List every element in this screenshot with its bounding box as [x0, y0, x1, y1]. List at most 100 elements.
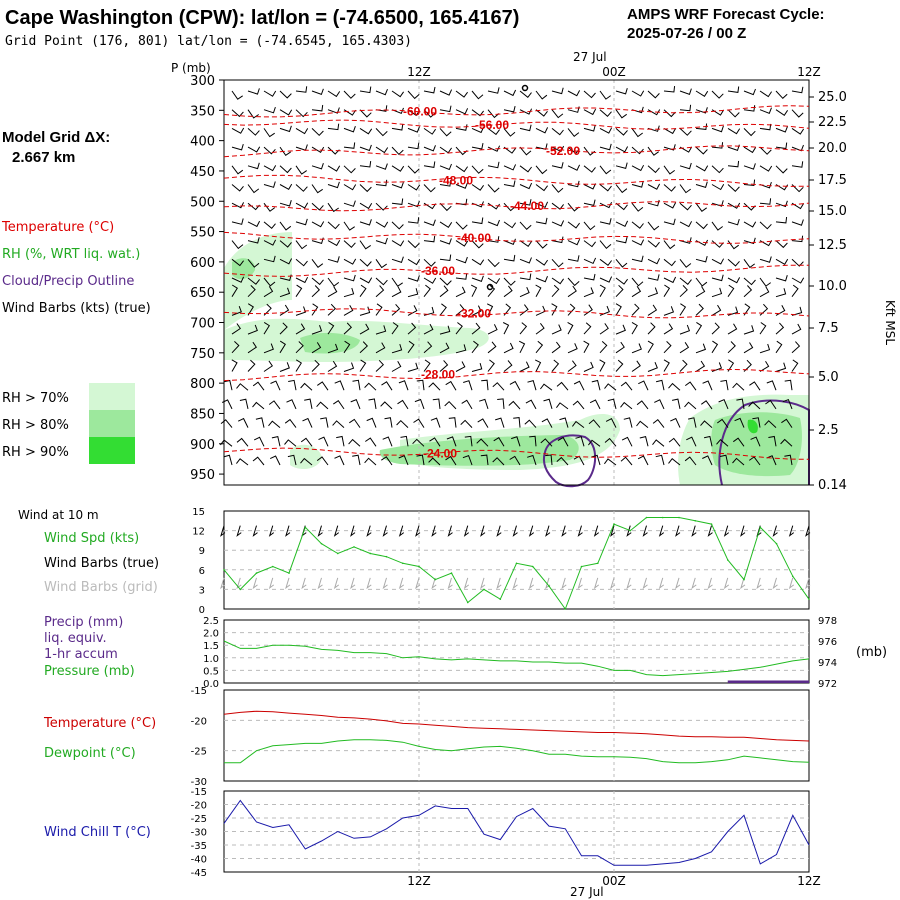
wind-barb — [239, 398, 249, 410]
wind-barb — [311, 146, 325, 153]
surface-wind-barb — [268, 525, 275, 537]
wind-barb — [727, 218, 740, 226]
surface-grid-barb — [805, 577, 811, 590]
wind-barb — [750, 436, 761, 447]
surface-wind-barb — [350, 525, 356, 537]
wind-barb — [477, 418, 489, 428]
wind-barb — [391, 221, 404, 230]
wind-barb — [631, 181, 644, 188]
wind-barb — [631, 360, 641, 372]
wind-barb — [679, 104, 692, 112]
wind-tick-label: 15 — [192, 507, 205, 518]
forecast-cycle: 2025-07-26 / 00 Z — [627, 25, 746, 42]
wind-barb — [439, 128, 452, 137]
wind-barb — [679, 359, 688, 372]
wind-barb — [311, 259, 324, 268]
pressure-tick-label: 500 — [190, 195, 215, 210]
wind-barb — [511, 436, 521, 447]
label-liq-equiv: liq. equiv. — [44, 631, 107, 646]
wind-barb — [236, 458, 249, 466]
wind-barb — [359, 341, 369, 354]
surface-grid-barb — [788, 577, 795, 590]
wind-barb — [311, 237, 324, 245]
wind-barb — [295, 86, 308, 93]
wind-barb — [352, 379, 361, 391]
wind-barb — [759, 343, 771, 354]
wind-barb — [471, 165, 484, 174]
wind-barb — [407, 305, 418, 316]
wind-barb — [743, 237, 756, 245]
wind-barb — [343, 287, 355, 298]
wind-barb — [535, 90, 548, 100]
wind-barb — [759, 277, 771, 287]
surface-grid-barb — [317, 577, 323, 590]
wind-barb — [652, 418, 665, 428]
wind-barb — [359, 86, 372, 94]
wind-barb — [237, 417, 249, 428]
wind-barb — [444, 400, 457, 410]
wind-speed-point — [775, 542, 778, 545]
wind-barb — [711, 142, 724, 149]
wind-barb — [615, 284, 624, 298]
precip-tick-label: 0.5 — [203, 666, 219, 677]
wind-speed-point — [726, 559, 729, 561]
wind-barb — [455, 286, 466, 298]
surface-grid-barb — [658, 577, 665, 590]
isotherm-label: -52.00 — [546, 144, 580, 158]
wind-barb — [343, 221, 355, 231]
wind-barb — [631, 202, 644, 212]
wind-barb — [461, 399, 473, 410]
wind-speed-point — [369, 552, 372, 555]
wind-barb — [279, 240, 292, 248]
wind-barb — [231, 276, 245, 283]
wind-barb — [695, 146, 708, 155]
wind-barb — [759, 221, 772, 230]
wind-barb — [381, 456, 393, 466]
wind-barb — [479, 398, 489, 410]
wind-barb — [336, 435, 345, 447]
wind-barb — [327, 303, 337, 316]
wind-barb — [252, 401, 265, 410]
legend-rh: RH (%, WRT liq. wat.) — [2, 247, 140, 262]
wind-barb — [791, 109, 804, 118]
wind-barb — [375, 179, 388, 187]
surface-wind-barb — [447, 525, 453, 537]
wind-speed-point — [759, 526, 762, 529]
pressure-tick-label: 974 — [818, 658, 837, 669]
pressure-tick-label: 450 — [190, 165, 215, 180]
wind-barb — [743, 128, 756, 137]
wind-speed-point — [791, 575, 794, 578]
wind-barb — [541, 418, 553, 428]
wind-barb — [695, 277, 708, 287]
wind-barb — [327, 239, 341, 247]
wind-barb — [263, 360, 273, 372]
wind-barb — [733, 437, 745, 447]
wind-barb — [727, 109, 740, 118]
surface-grid-barb — [350, 577, 356, 590]
wind-barb — [567, 180, 580, 188]
wind-barb — [279, 200, 292, 207]
wind-barb — [599, 90, 611, 100]
wind-barb — [663, 359, 670, 372]
wind-barb — [615, 359, 624, 372]
wind-barb — [311, 221, 325, 228]
wind-barb — [412, 438, 425, 447]
wind-barb — [695, 107, 708, 114]
pressure-tick-label: 950 — [190, 468, 215, 483]
wind-barb — [231, 323, 241, 335]
wind-barb — [615, 88, 628, 95]
wind-barb — [247, 162, 260, 170]
wind-barb — [503, 202, 516, 212]
wind-barb — [743, 179, 756, 187]
wind-speed-point — [645, 516, 648, 519]
wind-barb — [759, 322, 767, 335]
surface-wind-barb — [496, 525, 502, 537]
wind-barb — [775, 275, 788, 282]
wind-barb — [535, 127, 549, 134]
wind-barb — [583, 165, 596, 173]
wind-barb — [775, 322, 785, 335]
dewpoint-line — [224, 739, 810, 764]
wind-speed-point — [743, 578, 745, 581]
surface-wind-barb — [691, 525, 697, 537]
wind-barb — [503, 164, 517, 171]
